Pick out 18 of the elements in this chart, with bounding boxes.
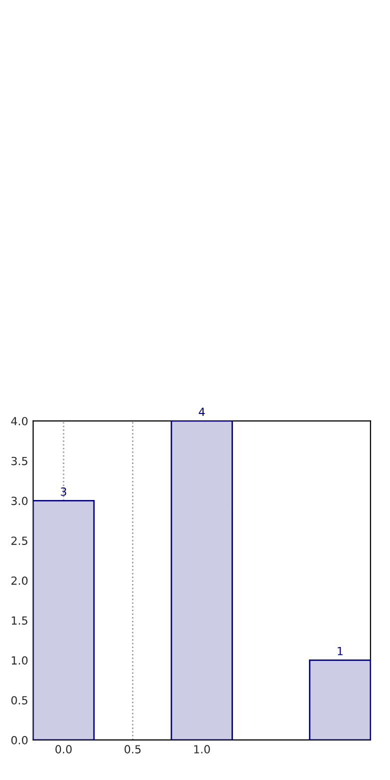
y-tick-label: 0.0	[11, 736, 28, 744]
y-tick-label: 3.5	[11, 456, 28, 466]
y-tick-label: 2.0	[11, 576, 28, 585]
bar	[33, 500, 95, 740]
bar	[308, 660, 370, 740]
data-label: 4	[198, 408, 205, 416]
y-tick-label: 1.0	[12, 656, 28, 665]
y-tick-label: 3.0	[11, 496, 28, 506]
y-tick-label: 0.5	[11, 696, 28, 704]
x-tick-label: 1.0	[194, 745, 210, 754]
data-label: 1	[338, 647, 343, 656]
y-tick-label: 2.5	[11, 536, 28, 545]
x-tick-label: 0.5	[124, 745, 141, 754]
data-label: 3	[60, 487, 66, 496]
bar	[170, 420, 233, 740]
y-tick-label: 4.0	[11, 416, 28, 426]
y-tick-label: 1.5	[12, 616, 28, 625]
x-tick-label: 0.0	[55, 745, 72, 754]
